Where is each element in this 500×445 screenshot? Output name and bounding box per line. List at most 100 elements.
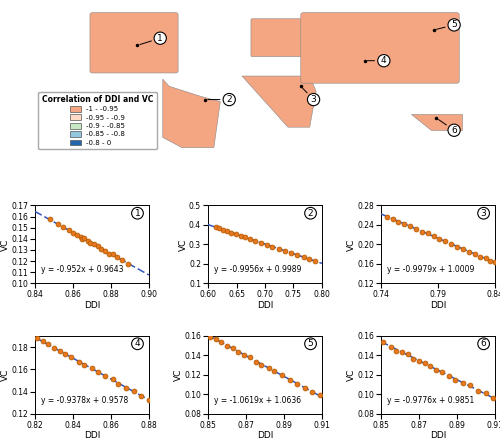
Point <box>268 243 276 250</box>
FancyBboxPatch shape <box>251 19 304 57</box>
Point <box>421 360 429 367</box>
Point <box>287 249 295 256</box>
Text: y = -0.9378x + 0.9578: y = -0.9378x + 0.9578 <box>40 396 128 405</box>
Point <box>400 220 408 227</box>
Text: 2: 2 <box>308 209 314 218</box>
Point <box>101 247 109 255</box>
X-axis label: DDI: DDI <box>84 431 100 440</box>
Point <box>44 340 52 348</box>
X-axis label: DDI: DDI <box>430 431 446 440</box>
Point <box>67 354 75 361</box>
Y-axis label: VC: VC <box>174 369 183 381</box>
Polygon shape <box>242 76 316 127</box>
Point <box>130 388 138 395</box>
Legend: -1 - -0.95, -0.95 - -0.9, -0.9 - -0.85, -0.85 - -0.8, -0.8 - 0: -1 - -0.95, -0.95 - -0.9, -0.9 - -0.85, … <box>38 92 157 149</box>
Point <box>206 333 214 340</box>
Point <box>33 334 41 341</box>
Point <box>241 234 249 241</box>
Point <box>286 376 294 384</box>
Point <box>435 235 443 242</box>
Point <box>383 213 391 220</box>
Point <box>76 233 84 240</box>
Point <box>212 224 220 231</box>
Point <box>274 245 282 252</box>
Point <box>216 225 224 232</box>
Point <box>228 229 235 236</box>
Point <box>300 253 308 260</box>
Y-axis label: VC: VC <box>347 369 356 381</box>
Point <box>94 369 102 376</box>
Point <box>54 221 62 228</box>
Point <box>101 372 109 380</box>
Point <box>145 396 153 404</box>
Point <box>265 365 273 372</box>
Text: y = -0.9776x + 0.9851: y = -0.9776x + 0.9851 <box>387 396 474 405</box>
Point <box>379 339 387 346</box>
X-axis label: DDI: DDI <box>257 431 273 440</box>
Point <box>410 355 418 362</box>
Point <box>212 335 220 342</box>
Point <box>60 224 68 231</box>
Point <box>69 230 77 237</box>
Point <box>109 376 117 383</box>
X-axis label: DDI: DDI <box>84 301 100 310</box>
Y-axis label: VC: VC <box>1 238 10 251</box>
Point <box>454 243 462 250</box>
FancyBboxPatch shape <box>301 12 459 83</box>
Text: 1: 1 <box>134 209 140 218</box>
Point <box>56 347 64 354</box>
Point <box>86 239 94 246</box>
FancyBboxPatch shape <box>90 12 178 73</box>
Point <box>80 361 88 368</box>
Point <box>386 343 394 350</box>
Point <box>404 351 411 358</box>
Point <box>406 222 413 230</box>
Point <box>301 384 309 392</box>
Point <box>306 255 314 263</box>
Point <box>252 237 260 244</box>
Point <box>465 248 473 255</box>
Point <box>122 384 130 391</box>
Point <box>228 344 236 352</box>
Point <box>316 392 324 399</box>
Point <box>109 251 117 258</box>
Point <box>491 259 499 266</box>
Text: y = -0.952x + 0.9643: y = -0.952x + 0.9643 <box>40 265 123 274</box>
Point <box>257 362 265 369</box>
Point <box>446 372 454 380</box>
Point <box>257 239 265 246</box>
Point <box>246 235 254 243</box>
Point <box>232 231 240 238</box>
Text: y = -0.9956x + 0.9989: y = -0.9956x + 0.9989 <box>214 265 301 274</box>
Point <box>112 253 120 260</box>
Point <box>234 349 242 356</box>
Point <box>262 241 270 248</box>
Point <box>441 238 449 245</box>
Point <box>236 232 244 239</box>
Point <box>446 240 454 247</box>
Point <box>438 368 446 375</box>
Point <box>105 250 113 257</box>
Point <box>74 358 82 365</box>
Point <box>415 358 423 365</box>
Y-axis label: VC: VC <box>347 238 356 251</box>
Point <box>62 351 70 358</box>
Point <box>38 337 46 344</box>
Point <box>72 231 80 238</box>
Polygon shape <box>410 114 462 130</box>
Point <box>270 368 278 375</box>
Point <box>418 228 426 235</box>
Point <box>426 363 434 370</box>
Point <box>424 230 432 237</box>
Text: 4: 4 <box>368 56 386 65</box>
Point <box>98 245 106 252</box>
Point <box>240 352 248 359</box>
Text: 4: 4 <box>134 339 140 348</box>
Point <box>150 398 158 405</box>
Point <box>466 382 474 389</box>
Point <box>118 256 126 263</box>
Point <box>432 366 440 373</box>
Text: 2: 2 <box>208 95 232 104</box>
Point <box>80 235 88 242</box>
Point <box>246 353 254 360</box>
